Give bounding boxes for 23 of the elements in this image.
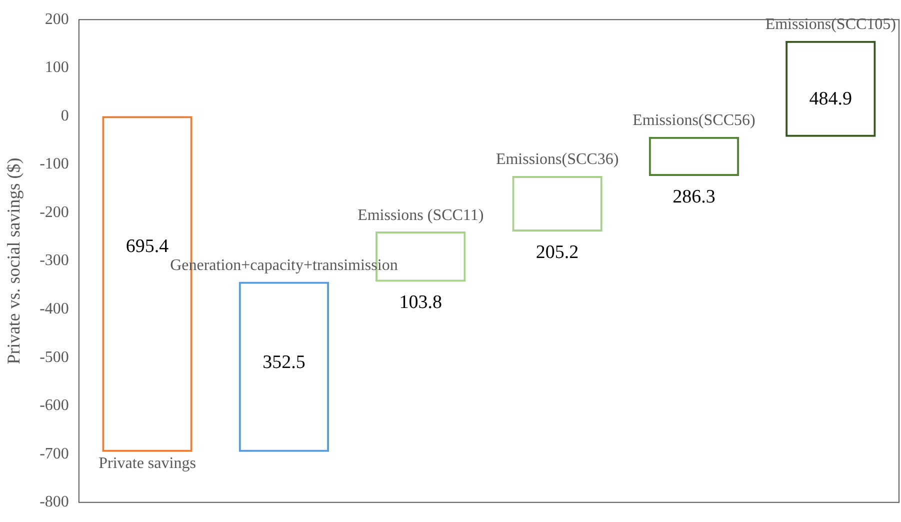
x-tick-label: Emissions (SCC11) (358, 206, 484, 224)
y-tick-label: -300 (40, 252, 69, 270)
annotation: 484.9 (809, 88, 852, 110)
annotation: 205.2 (536, 242, 579, 264)
annotation: 695.4 (126, 236, 170, 257)
y-tick-label: -800 (40, 494, 69, 511)
y-tick-label: 100 (44, 59, 69, 76)
y-tick-label: 0 (60, 107, 69, 124)
y-tick-label: -500 (40, 348, 69, 366)
annotation: 352.5 (262, 352, 306, 373)
y-tick-label: -200 (40, 204, 69, 221)
y-tick-label: -600 (40, 397, 69, 414)
x-tick-label: Emissions(SCC36) (496, 151, 619, 168)
y-tick-label: 200 (44, 10, 69, 28)
y-tick-label: -700 (40, 445, 69, 462)
annotation: 103.8 (399, 292, 442, 314)
y-tick-label: -400 (40, 300, 69, 318)
y-axis-title: Private vs. social savings ($) (4, 158, 24, 364)
y-tick-label: -100 (40, 156, 69, 173)
x-tick-label: Private savings (98, 455, 196, 472)
annotation: 286.3 (672, 186, 716, 208)
x-tick-label: Emissions(SCC56) (632, 112, 756, 130)
x-tick-label: Emissions(SCC105) (765, 16, 896, 34)
